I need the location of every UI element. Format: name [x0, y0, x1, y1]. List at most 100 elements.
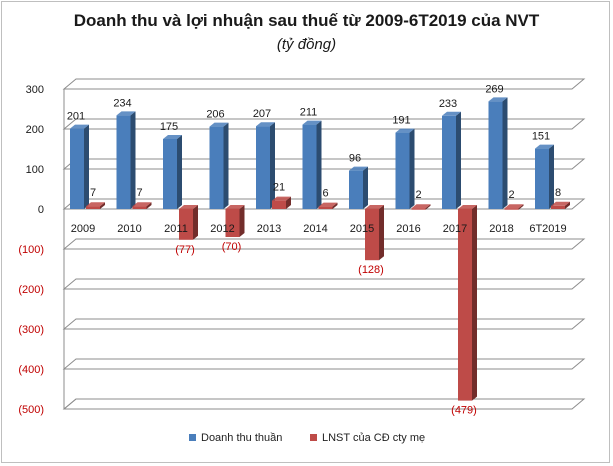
bar-profit-top: [551, 201, 570, 206]
bar-profit: [411, 208, 426, 210]
bar-revenue: [488, 101, 503, 209]
bar-profit-side: [518, 204, 524, 210]
bar-revenue: [209, 126, 224, 209]
bar-profit: [179, 209, 193, 240]
bar-revenue-side: [270, 122, 275, 209]
bar-revenue-side: [456, 111, 461, 209]
y-tick-label: 0: [38, 204, 44, 216]
bar-profit: [365, 209, 379, 261]
bar-profit-side: [472, 205, 477, 401]
x-tick-label: 2014: [303, 223, 327, 235]
bar-profit-side: [286, 196, 291, 209]
bar-profit-side: [146, 202, 152, 209]
bar-revenue-top: [116, 111, 136, 116]
gridline: [62, 78, 586, 90]
bar-profit-side: [239, 205, 245, 237]
bar-revenue-top: [349, 166, 368, 171]
bar-revenue-side: [223, 122, 229, 209]
x-tick-label: 2017: [443, 223, 467, 235]
data-label-revenue: 233: [439, 98, 457, 110]
bar-revenue: [535, 148, 549, 209]
x-tick-label: 6T2019: [529, 223, 566, 235]
gridline: [62, 278, 586, 290]
bar-revenue-side: [177, 135, 182, 209]
bar-profit-top: [86, 202, 105, 207]
data-label-revenue: 207: [253, 108, 271, 120]
bar-profit-top: [458, 205, 477, 209]
gridline: [62, 398, 586, 410]
data-label-profit: 7: [136, 187, 142, 199]
bar-revenue: [442, 115, 456, 209]
data-label-revenue: 269: [485, 83, 503, 95]
bar-profit-top: [411, 204, 431, 209]
y-tick-label: (100): [18, 244, 44, 256]
bar-revenue-side: [409, 128, 415, 209]
legend-swatch-revenue: [189, 434, 196, 441]
bar-revenue: [70, 128, 84, 209]
bar-profit-top: [318, 202, 338, 207]
data-label-profit: 7: [90, 187, 96, 199]
data-label-profit: (77): [175, 244, 195, 256]
bar-profit: [86, 206, 100, 209]
x-tick-label: 2013: [257, 223, 281, 235]
x-tick-label: 2012: [210, 223, 234, 235]
y-tick-label: (200): [18, 284, 44, 296]
bar-revenue-side: [502, 97, 508, 209]
gridline: [62, 358, 586, 370]
bar-profit-side: [332, 202, 338, 209]
data-label-revenue: 96: [349, 153, 361, 165]
bar-profit: [551, 205, 565, 209]
bar-profit-side: [100, 202, 105, 209]
y-tick-label: 100: [26, 164, 44, 176]
bar-revenue-side: [363, 166, 368, 209]
bar-profit-side: [425, 204, 431, 210]
bar-revenue-side: [130, 111, 136, 209]
y-tick-label: 300: [26, 84, 44, 96]
gridline: [62, 318, 586, 330]
data-label-revenue: 206: [206, 109, 224, 121]
legend-item-revenue: Doanh thu thuần: [189, 432, 282, 444]
bar-revenue-top: [302, 120, 322, 125]
legend-swatch-profit: [310, 434, 317, 441]
bar-profit-top: [179, 205, 198, 209]
bar-profit-top: [504, 204, 524, 209]
bar-profit-top: [272, 196, 291, 201]
data-label-profit: 8: [555, 187, 561, 199]
legend-item-profit: LNST của CĐ cty mẹ: [310, 432, 425, 444]
bar-revenue-side: [316, 120, 322, 209]
data-label-profit: 2: [508, 189, 514, 201]
data-label-revenue: 175: [160, 121, 178, 133]
data-label-profit: (128): [358, 264, 384, 276]
data-label-profit: (70): [222, 241, 242, 253]
x-tick-label: 2016: [396, 223, 420, 235]
bar-profit-top: [132, 202, 152, 207]
bar-revenue-top: [395, 128, 415, 133]
data-label-profit: 6: [322, 188, 328, 200]
bar-profit: [504, 208, 519, 210]
chart-legend: Doanh thu thuần LNST của CĐ cty mẹ: [0, 432, 613, 450]
data-label-revenue: 201: [67, 111, 85, 123]
bar-revenue: [256, 126, 270, 209]
bar-revenue-side: [549, 144, 554, 209]
bar-profit-side: [379, 205, 384, 261]
bar-revenue-top: [442, 111, 461, 116]
data-label-profit: (479): [451, 405, 477, 417]
bar-revenue: [349, 170, 363, 209]
bar-revenue: [116, 115, 131, 209]
bar-profit-top: [365, 205, 384, 209]
x-tick-label: 2010: [117, 223, 141, 235]
legend-label-profit: LNST của CĐ cty mẹ: [322, 432, 426, 444]
data-label-revenue: 211: [300, 107, 318, 119]
data-label-profit: 21: [273, 182, 285, 194]
data-label-revenue: 151: [532, 131, 550, 143]
bar-profit: [318, 206, 333, 209]
data-label-revenue: 234: [113, 97, 131, 109]
bar-revenue-top: [70, 124, 89, 129]
data-label-profit: 2: [415, 189, 421, 201]
bar-profit-side: [565, 201, 570, 209]
bar-profit-side: [193, 205, 198, 240]
chart-subtitle: (tỷ đồng): [276, 36, 337, 53]
bar-revenue-top: [488, 97, 508, 102]
bar-revenue-top: [256, 122, 275, 127]
